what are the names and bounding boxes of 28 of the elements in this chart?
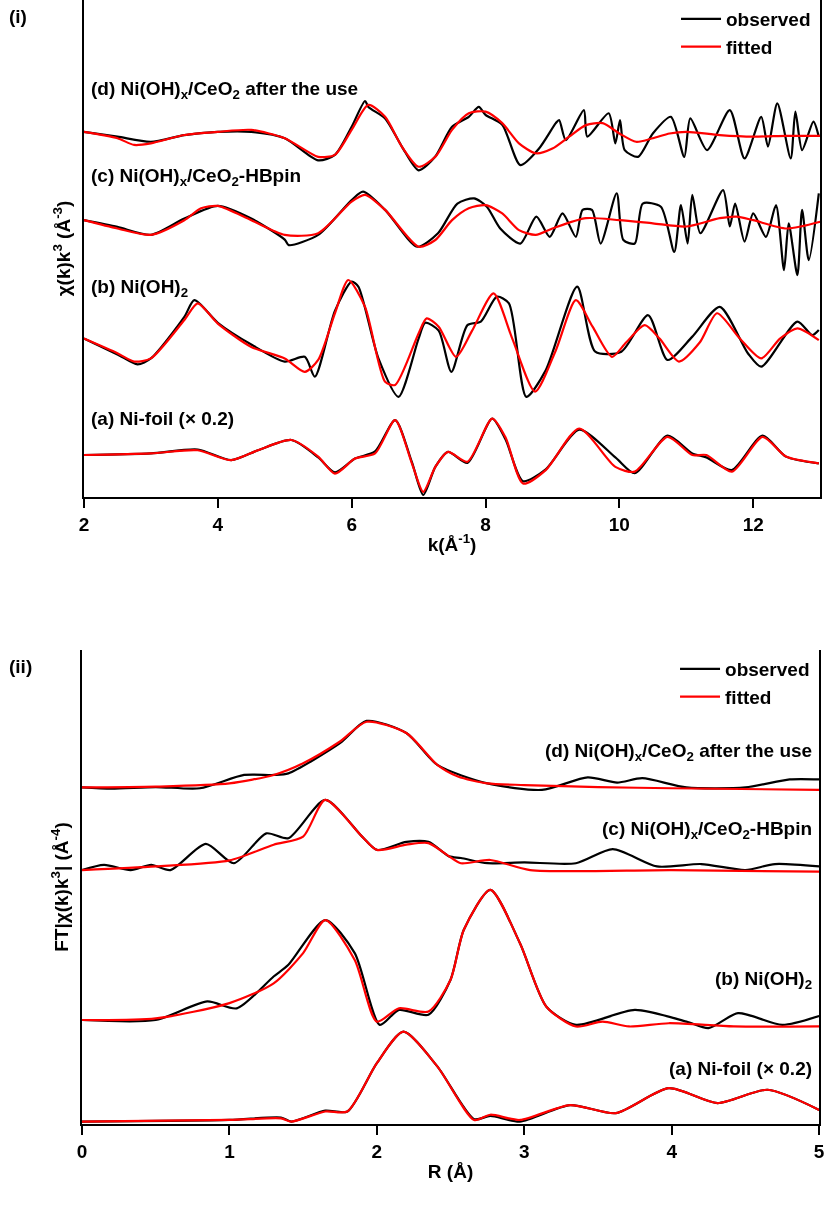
x-tick-label: 3 [519,1140,530,1162]
annotation: (c) Ni(OH)$_{x}$/CeO$_{2}$-HBpin [602,818,813,842]
x-tick-label: 12 [742,513,764,535]
annotation: (b) Ni(OH)$_{2}$ [715,968,813,992]
x-axis-title: R (Å) [427,1161,474,1183]
x-axis-title: k(Å$^{-1}$) [427,531,477,556]
annotation: (d) Ni(OH)$_{x}$/CeO$_{2}$ after the use [91,78,359,102]
annotation: (c) Ni(OH)$_{x}$/CeO$_{2}$-HBpin [91,165,302,189]
legend-label: observed [725,659,810,681]
x-tick-label: 2 [78,513,90,535]
x-tick-label: 2 [371,1140,383,1162]
annotation: (b) Ni(OH)$_{2}$ [91,276,189,300]
x-tick-label: 10 [608,513,630,535]
x-tick-label: 6 [346,513,357,535]
x-tick-label: 8 [480,513,491,535]
chart-title: (i) [9,6,27,27]
legend-label: fitted [726,36,773,58]
x-tick-label: 4 [212,513,224,535]
x-tick-label: 0 [76,1140,88,1162]
x-tick-label: 1 [224,1140,236,1162]
annotation: (a) Ni-foil (× 0.2) [91,408,235,429]
legend-label: observed [726,9,811,31]
x-tick-label: 5 [813,1140,825,1162]
annotation: (d) Ni(OH)$_{x}$/CeO$_{2}$ after the use [545,740,813,764]
annotation: (a) Ni-foil (× 0.2) [669,1058,813,1079]
x-tick-label: 4 [666,1140,678,1162]
chart-title: (ii) [9,656,33,677]
legend-label: fitted [725,686,772,708]
